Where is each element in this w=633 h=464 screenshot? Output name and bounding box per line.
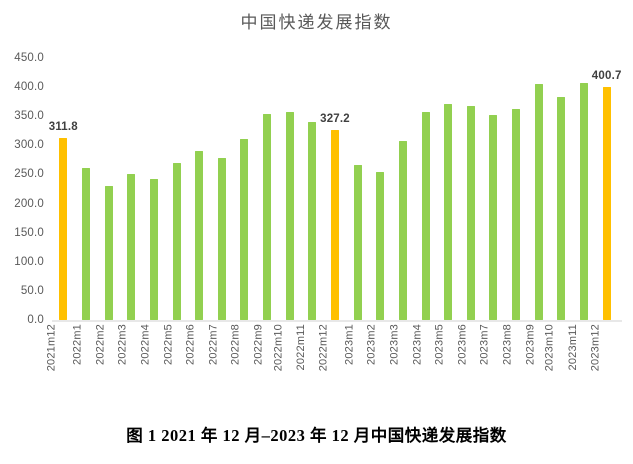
x-axis-tick-2022m2: 2022m2 (94, 324, 107, 365)
bar-2022m1[interactable] (81, 168, 90, 320)
bar-slot[interactable] (437, 58, 460, 320)
x-axis-tick-2023m9: 2023m9 (524, 324, 537, 365)
y-axis-tick: 350.0 (14, 110, 44, 123)
bar-slot[interactable] (460, 58, 483, 320)
bar-slot[interactable]: 327.2 (320, 58, 350, 320)
bar-2023m8[interactable] (512, 108, 521, 320)
bar-slot[interactable] (392, 58, 415, 320)
x-axis-tick-2023m11: 2023m11 (566, 324, 579, 371)
bar-slot[interactable] (527, 58, 550, 320)
bar-value-label: 311.8 (48, 121, 78, 134)
x-axis-tick-2023m10: 2023m10 (543, 324, 556, 372)
x-axis-tick-2022m1: 2022m1 (71, 324, 84, 365)
bar-slot[interactable]: 311.8 (48, 58, 78, 320)
x-axis-tick-2023m8: 2023m8 (501, 324, 514, 365)
x-axis-tick-2022m11: 2022m11 (295, 324, 308, 371)
bar-2023m9[interactable] (534, 83, 543, 320)
bar-2022m3[interactable] (127, 174, 136, 320)
plot-area: 311.8 327.2 400.7 (48, 58, 621, 320)
bar-2022m12[interactable] (331, 129, 339, 320)
bar-slot[interactable] (369, 58, 392, 320)
bar-slot[interactable] (120, 58, 143, 320)
bar-slot[interactable] (346, 58, 369, 320)
bar-slot[interactable] (550, 58, 573, 320)
y-axis-tick: 100.0 (14, 255, 44, 268)
bar-slot[interactable] (414, 58, 437, 320)
x-axis-tick-2023m7: 2023m7 (479, 324, 492, 365)
y-axis-tick: 200.0 (14, 197, 44, 210)
x-axis-tick-2022m4: 2022m4 (139, 324, 152, 365)
x-axis-tick-2023m1: 2023m1 (343, 324, 356, 365)
x-axis-labels: 2021m12 2022m1 2022m2 2022m3 2022m4 2022m5 202… (46, 322, 618, 400)
bar-2022m4[interactable] (149, 179, 158, 320)
bar-slot[interactable] (505, 58, 528, 320)
bar-2023m1[interactable] (353, 165, 362, 320)
bar-2023m4[interactable] (421, 111, 430, 320)
bar-slot[interactable] (143, 58, 166, 320)
chart-title: 中国快递发展指数 (240, 13, 393, 32)
bar-2022m7[interactable] (217, 158, 226, 320)
x-axis-tick-2022m12: 2022m12 (317, 324, 330, 372)
bar-2022m6[interactable] (195, 151, 204, 320)
bar-slot[interactable] (210, 58, 233, 320)
x-axis-tick-2022m3: 2022m3 (116, 324, 129, 365)
y-axis-tick: 150.0 (14, 226, 44, 239)
bar-2022m8[interactable] (240, 138, 249, 320)
bar-value-label: 327.2 (320, 112, 350, 125)
bar-slot[interactable] (256, 58, 279, 320)
bar-2022m5[interactable] (172, 163, 181, 320)
bar-2023m3[interactable] (398, 141, 407, 320)
bar-slot[interactable] (75, 58, 98, 320)
x-axis-tick-2023m6: 2023m6 (456, 324, 469, 365)
y-axis-tick: 400.0 (14, 81, 44, 94)
bar-slot[interactable] (233, 58, 256, 320)
bar-slot[interactable] (188, 58, 211, 320)
x-axis-tick-2023m5: 2023m5 (433, 324, 446, 365)
x-axis-tick-2021m12: 2021m12 (45, 324, 58, 372)
x-axis-line (52, 320, 622, 322)
x-axis-tick-2022m7: 2022m7 (207, 324, 220, 365)
bar-slot[interactable] (482, 58, 505, 320)
bar-series: 311.8 327.2 400.7 (48, 58, 621, 320)
bar-slot[interactable] (165, 58, 188, 320)
x-axis-tick-2023m2: 2023m2 (365, 324, 378, 365)
bar-2021m12[interactable] (59, 138, 68, 320)
y-axis-tick: 300.0 (14, 139, 44, 152)
bar-slot[interactable] (278, 58, 301, 320)
x-axis-slot: 2023m12 (589, 322, 618, 400)
bar-2023m6[interactable] (466, 106, 475, 320)
bar-2023m7[interactable] (489, 115, 498, 320)
bar-slot[interactable]: 400.7 (592, 58, 621, 320)
x-axis-tick-2023m3: 2023m3 (388, 324, 401, 365)
x-axis-tick-2022m8: 2022m8 (229, 324, 242, 365)
bar-2022m10[interactable] (285, 112, 294, 320)
y-axis-tick: 0.0 (27, 314, 44, 326)
y-axis-tick: 250.0 (14, 168, 44, 181)
y-axis-labels: 450.0 400.0 350.0 300.0 250.0 200.0 150.0 100.0… (0, 52, 48, 326)
bar-2023m11[interactable] (580, 83, 589, 320)
x-axis-tick-2022m9: 2022m9 (252, 324, 265, 365)
x-axis-tick-2022m6: 2022m6 (184, 324, 197, 365)
y-axis-tick: 450.0 (14, 52, 44, 64)
bar-2023m5[interactable] (444, 104, 453, 320)
x-axis-tick-2023m12: 2023m12 (589, 324, 602, 372)
bar-slot[interactable] (301, 58, 324, 320)
x-axis-tick-2022m10: 2022m10 (272, 324, 285, 372)
y-axis-tick: 50.0 (20, 284, 44, 297)
bar-slot[interactable] (97, 58, 120, 320)
bar-2022m2[interactable] (104, 185, 113, 320)
bar-2022m11[interactable] (308, 122, 317, 320)
bar-2023m2[interactable] (376, 171, 385, 320)
x-axis-tick-2022m5: 2022m5 (162, 324, 175, 365)
bar-value-label: 400.7 (591, 69, 622, 82)
bar-2023m12[interactable] (602, 86, 611, 320)
figure-caption: 图 1 2021 年 12 月–2023 年 12 月中国快递发展指数 (126, 426, 507, 445)
bar-slot[interactable] (573, 58, 596, 320)
bar-2022m9[interactable] (263, 113, 272, 320)
x-axis-tick-2023m4: 2023m4 (411, 324, 424, 365)
bar-2023m10[interactable] (557, 97, 566, 320)
